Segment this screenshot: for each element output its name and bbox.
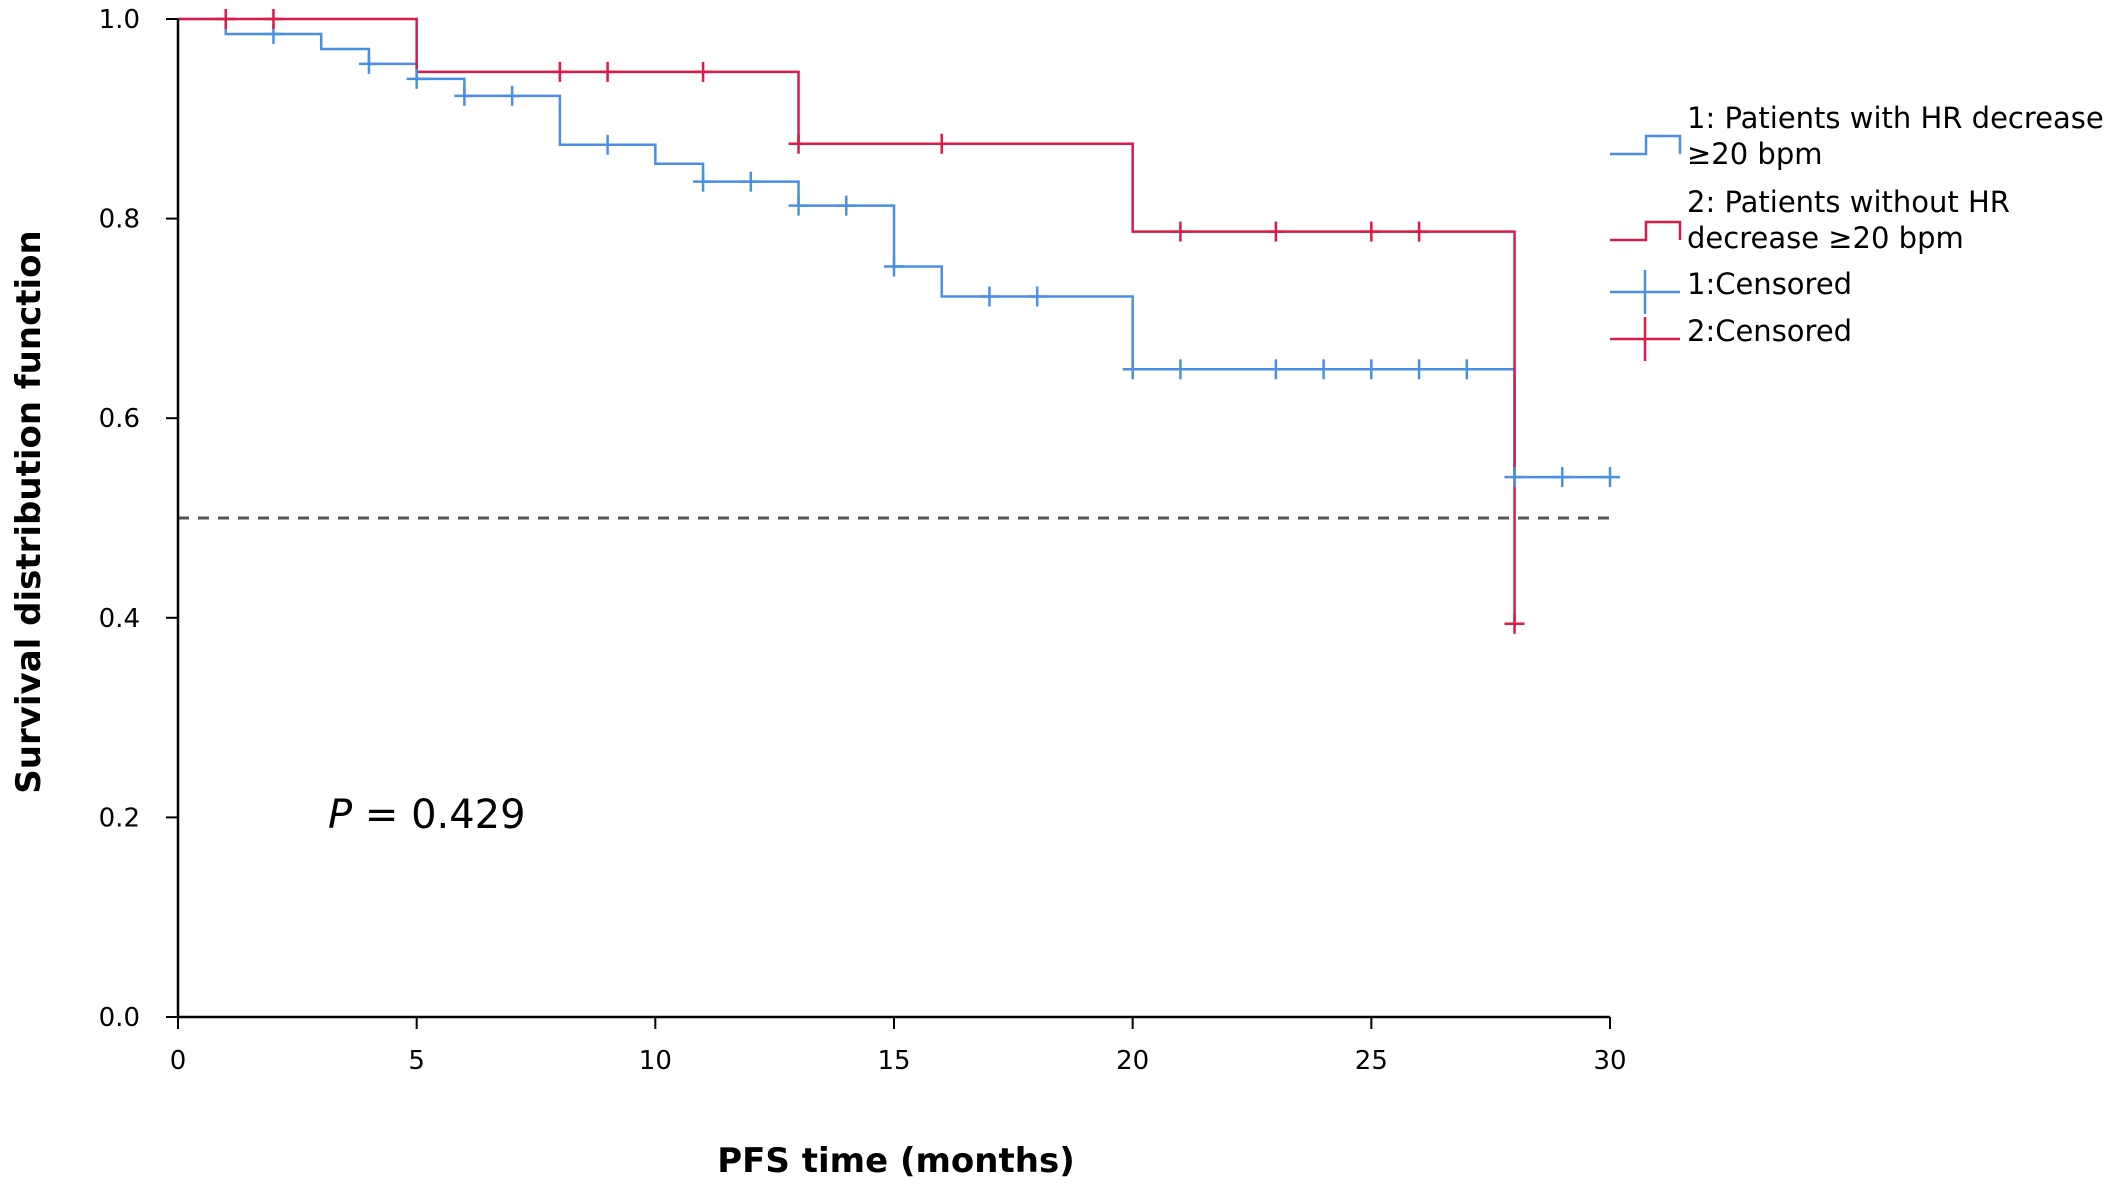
legend: 1: Patients with HR decrease≥20 bpm 2: Pa… <box>1610 101 2104 361</box>
x-tick-label: 20 <box>1116 1046 1149 1076</box>
series-1-censor-mark <box>884 256 904 277</box>
series-1-curve <box>178 17 1610 479</box>
legend-item-4: 2:Censored <box>1610 314 1852 361</box>
x-tick-label: 10 <box>639 1046 672 1076</box>
censor-marks <box>215 9 1620 634</box>
survival-curves <box>178 17 1610 624</box>
series-1-censor-mark <box>836 195 857 216</box>
series-1-censor-mark <box>1122 359 1143 380</box>
series-1-censor-mark <box>1456 359 1477 380</box>
series-1-censor-mark <box>1361 359 1382 380</box>
series-2-censor-mark <box>597 61 618 82</box>
series-1-censor-mark <box>788 195 809 216</box>
x-tick-label: 5 <box>408 1046 425 1076</box>
series-2-censor-mark <box>549 61 570 82</box>
legend-label: decrease ≥20 bpm <box>1687 221 1964 255</box>
series-1-censor-mark <box>693 171 714 192</box>
series-2-censor-mark <box>1409 221 1430 242</box>
legend-label: ≥20 bpm <box>1687 137 1822 171</box>
p-value-label: P <box>328 792 353 838</box>
legend-step-symbol <box>1610 134 1682 156</box>
axes <box>176 19 1610 1019</box>
series-1-censor-mark <box>406 68 427 89</box>
series-1-censor-mark <box>454 85 475 106</box>
y-tick-label: 0.8 <box>99 205 140 235</box>
series-2-censor-mark <box>1265 221 1286 242</box>
series-2-censor-mark <box>693 61 714 82</box>
legend-label: 1: Patients with HR decrease <box>1687 101 2104 135</box>
y-axis-title: Survival distribution function <box>9 230 49 793</box>
x-axis-ticks: 0 5 10 15 20 25 30 <box>170 1017 1627 1076</box>
series-1-censor-mark <box>597 134 618 155</box>
legend-item-1: 1: Patients with HR decrease≥20 bpm <box>1610 101 2104 171</box>
series-2-censor-mark <box>215 9 236 29</box>
series-1-censor-mark <box>1265 359 1286 380</box>
x-tick-label: 30 <box>1593 1046 1626 1076</box>
y-tick-label: 0.2 <box>99 803 140 833</box>
legend-label: 2: Patients without HR <box>1687 185 2010 219</box>
p-value-text: = 0.429 <box>352 792 525 838</box>
series-1-censor-mark <box>502 85 523 106</box>
series-1-censor-mark <box>1409 359 1430 380</box>
legend-item-3: 1:Censored <box>1610 267 1852 314</box>
y-tick-label: 1.0 <box>99 5 140 35</box>
p-value-annotation: P = 0.429 <box>328 792 526 838</box>
y-tick-label: 0.4 <box>99 604 140 634</box>
series-2-censor-mark <box>1361 221 1382 242</box>
series-1-censor-mark <box>1027 286 1048 307</box>
series-2-censor-mark <box>931 133 952 154</box>
series-1-censor-mark <box>1504 467 1525 488</box>
series-1-censor-mark <box>740 171 761 192</box>
legend-label: 1:Censored <box>1687 267 1852 301</box>
x-tick-label: 25 <box>1355 1046 1388 1076</box>
series-1-censor-mark <box>979 286 1000 307</box>
series-1-censor-mark <box>1600 467 1620 488</box>
series-2-censor-mark <box>1504 613 1525 634</box>
legend-step-symbol <box>1610 220 1682 242</box>
series-1-censor-mark <box>1170 359 1191 380</box>
x-tick-label: 15 <box>877 1046 910 1076</box>
series-1-censor-mark <box>358 53 379 74</box>
y-tick-label: 0.6 <box>99 404 140 434</box>
series-1-censor-mark <box>1313 359 1334 380</box>
x-axis-title: PFS time (months) <box>717 1141 1074 1181</box>
series-2-censor-mark <box>263 9 284 29</box>
series-2-censor-mark <box>788 133 809 154</box>
y-tick-label: 0.0 <box>99 1003 140 1033</box>
legend-label: 2:Censored <box>1687 314 1852 348</box>
series-1-censor-mark <box>1552 467 1573 488</box>
y-axis-ticks: 0.0 0.2 0.4 0.6 0.8 1.0 <box>99 5 178 1033</box>
x-tick-label: 0 <box>170 1046 187 1076</box>
series-2-curve <box>178 17 1516 624</box>
series-2-censor-mark <box>1170 221 1191 242</box>
